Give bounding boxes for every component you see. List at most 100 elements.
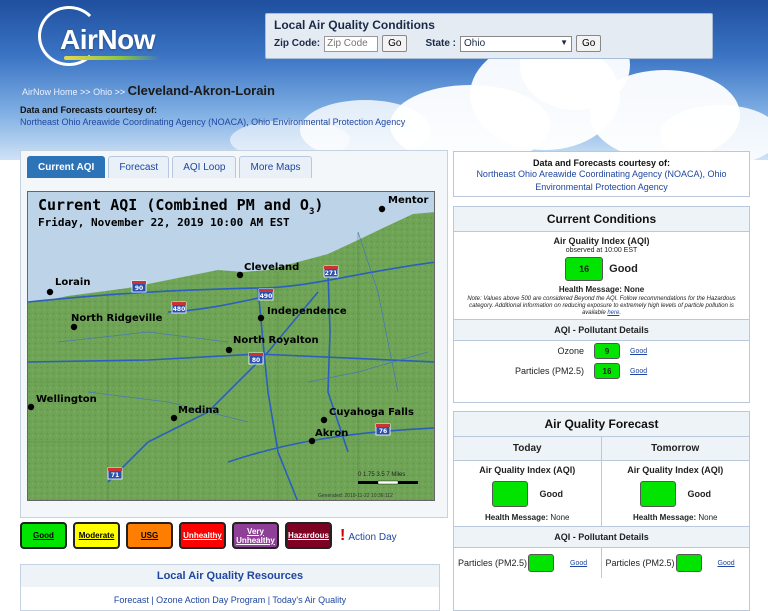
current-conditions-box: Current Conditions Air Quality Index (AQ… [453,206,750,403]
city-lorain: Lorain [46,277,90,296]
resources-links[interactable]: Forecast | Ozone Action Day Program | To… [113,595,347,605]
forecast-pollutant-link[interactable]: Good [570,559,588,567]
aqi-note: Note: Values above 500 are considered Be… [467,296,736,316]
highway-shield-80: 80 [248,352,264,365]
breadcrumb-separator: >> [80,87,91,97]
tab-aqi-loop[interactable]: AQI Loop [172,156,237,178]
map-generated-text: Generated: 2019-11-22 10:36:112 [318,493,393,499]
pollutant-category-link[interactable]: Good [630,347,648,355]
courtesy-box-links[interactable]: Northeast Ohio Areawide Coordinating Age… [476,169,727,192]
observed-time: observed at 10:00 EST [565,247,638,254]
local-aq-search-box: Local Air Quality Conditions Zip Code: G… [265,13,713,59]
aqi-map[interactable]: 90 271 490 480 80 76 71 Mentor Cleveland… [27,191,435,501]
legend-usg[interactable]: USG [126,522,173,549]
logo-text: AirNow [60,24,156,55]
svg-text:490: 490 [260,293,273,300]
map-scale-bar [358,480,418,485]
aqi-label: Air Quality Index (AQI) [553,236,650,246]
local-resources-box: Local Air Quality Resources Forecast | O… [20,564,440,611]
search-title: Local Air Quality Conditions [274,18,435,32]
city-north-ridgeville: North Ridgeville [70,313,163,331]
city-wellington: Wellington [28,394,97,411]
courtesy-links[interactable]: Northeast Ohio Areawide Coordinating Age… [20,117,406,127]
legend-hazardous[interactable]: Hazardous [285,522,332,549]
highway-shield-490: 490 [258,288,274,301]
svg-text:North Royalton: North Royalton [233,335,319,346]
highway-shield-71: 71 [107,467,123,480]
breadcrumb-state[interactable]: Ohio [93,87,113,97]
action-day-link[interactable]: ! Action Day [340,527,397,545]
forecast-today: Today Air Quality Index (AQI) Good Healt… [454,437,602,526]
pollutant-name: Particles (PM2.5) [514,366,584,376]
legend-good[interactable]: Good [20,522,67,549]
forecast-pollutant-badge [675,554,702,572]
city-cuyahoga-falls: Cuyahoga Falls [320,407,414,424]
city-cleveland: Cleveland [236,262,299,279]
forecast-box: Air Quality Forecast Today Air Quality I… [453,411,750,611]
forecast-tomorrow-pollutant: Particles (PM2.5) Good [602,548,750,578]
svg-text:North Ridgeville: North Ridgeville [71,313,163,324]
tab-current-aqi[interactable]: Current AQI [27,156,106,178]
forecast-day-label: Today [454,437,601,461]
breadcrumb-current: Cleveland-Akron-Lorain [127,83,275,98]
svg-text:Cleveland: Cleveland [244,262,299,273]
city-mentor: Mentor [378,195,429,213]
pollutant-details-header: AQI - Pollutant Details [454,319,749,341]
tab-more-maps[interactable]: More Maps [239,156,312,178]
pollutant-category-link[interactable]: Good [630,367,648,375]
svg-text:Cuyahoga Falls: Cuyahoga Falls [329,407,414,418]
svg-text:Independence: Independence [267,306,347,317]
forecast-health-message: Health Message: None [633,513,718,522]
map-panel: Current AQI Forecast AQI Loop More Maps [20,150,448,518]
current-conditions-title: Current Conditions [454,207,749,232]
zip-go-button[interactable]: Go [382,35,408,52]
highway-shield-480: 480 [171,301,187,314]
highway-shield-76: 76 [375,423,391,436]
legend-very-unhealthy[interactable]: Very Unhealthy [232,522,279,549]
forecast-title: Air Quality Forecast [454,412,749,437]
note-here-link[interactable]: here [607,310,620,316]
forecast-pollutant-link[interactable]: Good [717,559,735,567]
pollutant-value: 9 [594,343,620,359]
breadcrumb: AirNow Home >> Ohio >> Cleveland-Akron-L… [22,83,275,98]
resources-title: Local Air Quality Resources [21,565,439,587]
zip-label: Zip Code: [274,38,321,49]
dropdown-arrow-icon: ▼ [560,37,569,47]
lake-erie [28,192,434,302]
city-medina: Medina [170,405,219,422]
legend-unhealthy[interactable]: Unhealthy [179,522,226,549]
forecast-pollutant-header: AQI - Pollutant Details [454,526,749,548]
pollutant-name: Ozone [557,346,584,356]
tab-forecast[interactable]: Forecast [108,156,170,178]
state-go-button[interactable]: Go [576,35,602,52]
pollutant-row-ozone: Ozone 9 Good [454,341,749,361]
legend-moderate[interactable]: Moderate [73,522,120,549]
city-independence: Independence [257,306,347,322]
action-day-label: Action Day [348,531,397,543]
forecast-pollutant-name: Particles (PM2.5) [458,557,528,568]
map-title: Current AQI (Combined PM and O3) [38,196,324,217]
svg-text:480: 480 [173,306,186,313]
forecast-tomorrow: Tomorrow Air Quality Index (AQI) Good He… [601,437,749,526]
exclamation-icon: ! [340,526,346,544]
courtesy-box: Data and Forecasts courtesy of: Northeas… [453,151,750,197]
zip-code-input[interactable] [324,35,379,52]
airnow-logo[interactable]: AirNow [38,6,162,66]
forecast-health-message: Health Message: None [485,513,570,522]
current-aqi-badge: 16 [565,257,604,281]
state-select[interactable]: Ohio ▼ [460,35,573,52]
breadcrumb-home[interactable]: AirNow Home [22,87,78,97]
courtesy-header: Data and Forecasts courtesy of: Northeas… [20,105,405,127]
svg-text:Lorain: Lorain [55,277,90,288]
forecast-category: Good [687,489,712,499]
forecast-pollutant-name: Particles (PM2.5) [605,557,675,568]
current-aqi-category: Good [609,263,638,275]
forecast-aqi-badge [639,481,676,507]
health-message: Health Message: None [558,285,645,294]
state-select-value: Ohio [464,37,486,49]
courtesy-box-title: Data and Forecasts courtesy of: [532,158,671,168]
forecast-pollutant-badge [528,554,554,572]
forecast-aqi-label: Air Quality Index (AQI) [627,465,724,475]
forecast-aqi-label: Air Quality Index (AQI) [479,465,576,475]
svg-text:271: 271 [325,270,338,277]
